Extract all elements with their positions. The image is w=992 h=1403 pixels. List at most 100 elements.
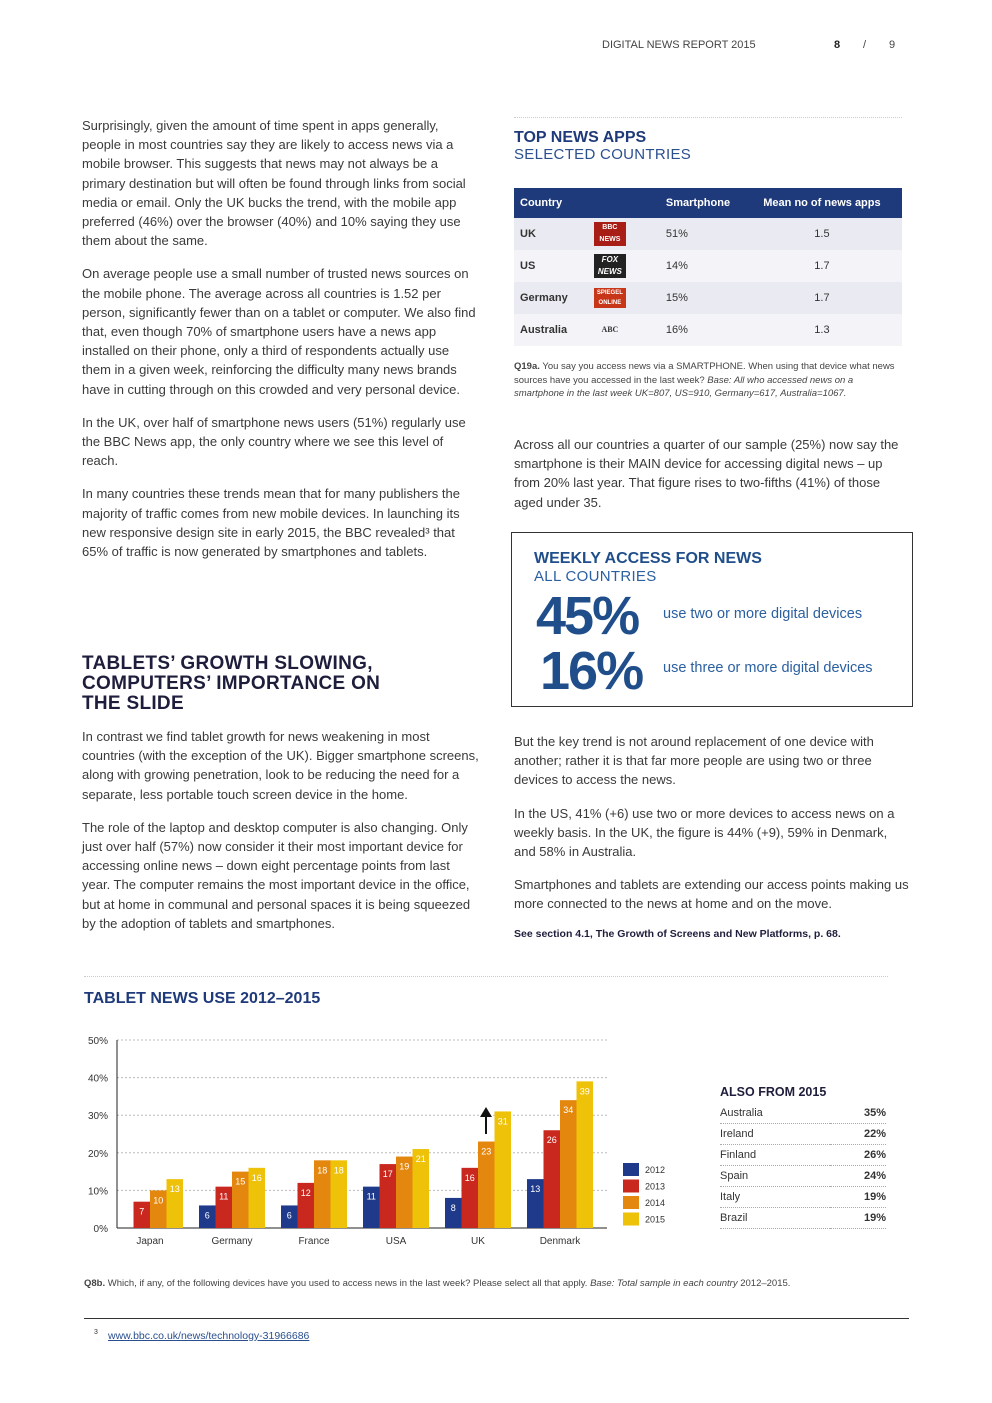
stat-label: use three or more digital devices (663, 660, 873, 676)
note-label: Q8b. (84, 1278, 106, 1289)
bar-2014 (560, 1100, 577, 1228)
col-country: Country (514, 188, 588, 218)
bar-value-label: 6 (287, 1210, 292, 1220)
bar-value-label: 6 (205, 1210, 210, 1220)
bar-value-label: 18 (317, 1165, 327, 1175)
also-country: Ireland (720, 1123, 830, 1145)
x-tick-label: Germany (211, 1236, 252, 1247)
note-base: Base: Total sample in each country (590, 1278, 738, 1289)
smartphone: 14% (659, 250, 742, 282)
abc-logo: ABC (601, 325, 619, 334)
legend-label: 2014 (645, 1198, 665, 1208)
also-row: Italy 19% (720, 1186, 886, 1208)
bar-2013 (461, 1167, 478, 1228)
also-country: Italy (720, 1186, 830, 1208)
also-row: Spain 24% (720, 1165, 886, 1187)
footnote-number: 3 (94, 1329, 98, 1336)
also-title: ALSO FROM 2015 (720, 1085, 827, 1099)
bar-value-label: 15 (235, 1177, 245, 1187)
table-row: Australia ABC 16% 1.3 (514, 314, 902, 346)
mean: 1.5 (741, 218, 902, 250)
bar-value-label: 7 (139, 1207, 144, 1217)
bar-value-label: 34 (563, 1105, 573, 1115)
also-row: Ireland 22% (720, 1123, 886, 1145)
bar-2015 (494, 1111, 511, 1228)
also-value: 26% (829, 1144, 886, 1166)
bar-value-label: 26 (547, 1135, 557, 1145)
country: US (514, 250, 588, 282)
paragraph: Across all our countries a quarter of ou… (514, 437, 899, 510)
apps-title: TOP NEWS APPS (514, 129, 647, 146)
bar-2015 (330, 1160, 347, 1228)
x-tick-label: France (298, 1236, 330, 1247)
bar-value-label: 16 (465, 1173, 475, 1183)
note-end: 2012–2015. (737, 1278, 791, 1289)
bar-value-label: 17 (383, 1169, 393, 1179)
chart-title: TABLET NEWS USE 2012–2015 (84, 990, 321, 1007)
bar-value-label: 23 (481, 1147, 491, 1157)
x-tick-label: Denmark (540, 1236, 582, 1247)
see-section-link[interactable]: See section 4.1, The Growth of Screens a… (514, 927, 841, 940)
also-country: Spain (720, 1165, 830, 1187)
weekly-subtitle: ALL COUNTRIES (534, 568, 657, 585)
legend-swatch (623, 1212, 639, 1226)
bar-2014 (396, 1156, 413, 1228)
report-title: DIGITAL NEWS REPORT 2015 (602, 39, 756, 51)
also-value: 19% (829, 1186, 886, 1208)
note-text: You say you access news via a SMARTPHONE… (514, 361, 895, 386)
also-country: Australia (720, 1103, 830, 1124)
page-total: 9 (889, 39, 896, 51)
footnote-link[interactable]: www.bbc.co.uk/news/technology-31966686 (108, 1330, 310, 1342)
bar-2012 (363, 1186, 380, 1228)
also-value: 35% (829, 1103, 886, 1124)
y-tick-label: 40% (88, 1074, 108, 1085)
bar-2015 (412, 1149, 429, 1228)
also-from-2015: ALSO FROM 2015 Australia 35% Ireland 22% Fin… (720, 1085, 886, 1229)
also-row: Brazil 19% (720, 1207, 886, 1229)
bar-value-label: 16 (252, 1173, 262, 1183)
bar-value-label: 8 (451, 1203, 456, 1213)
bar-value-label: 13 (530, 1184, 540, 1194)
y-tick-label: 10% (88, 1186, 108, 1197)
fox-news-logo: FOX NEWS (593, 254, 626, 278)
x-tick-label: UK (471, 1236, 485, 1247)
paragraph: In the US, 41% (+6) use two or more devi… (514, 805, 895, 860)
legend-label: 2012 (645, 1165, 665, 1175)
paragraph: In contrast we find tablet growth for ne… (82, 729, 479, 802)
also-country: Finland (720, 1144, 830, 1166)
also-country: Brazil (720, 1207, 830, 1229)
bar-value-label: 13 (170, 1184, 180, 1194)
section-heading: TABLETS’ GROWTH SLOWING, COMPUTERS’ IMPO… (82, 653, 381, 714)
bar-value-label: 10 (153, 1195, 163, 1205)
table-row: Germany SPIEGEL ONLINE 15% 1.7 (514, 282, 902, 314)
bar-2013 (133, 1201, 150, 1228)
bar-2012 (445, 1197, 462, 1228)
bbc-news-logo: BBC NEWS (593, 222, 626, 246)
top-news-apps-table: Country Smartphone Mean no of news apps UK… (514, 188, 902, 346)
bar-value-label: 11 (367, 1192, 376, 1202)
bar-2013 (297, 1182, 314, 1228)
legend-label: 2013 (645, 1182, 665, 1192)
page-number: 8 (834, 39, 841, 51)
col-smartphone: Smartphone (659, 188, 742, 218)
y-tick-label: 50% (88, 1036, 108, 1047)
bar-2013 (379, 1164, 396, 1228)
country: Australia (514, 314, 588, 346)
y-tick-label: 20% (88, 1149, 108, 1160)
bar-2015 (248, 1167, 265, 1228)
also-value: 19% (829, 1207, 886, 1229)
paragraph: On average people use a small number of … (82, 266, 476, 397)
legend-swatch (623, 1196, 639, 1209)
x-tick-label: Japan (136, 1236, 163, 1247)
bar-2013 (543, 1130, 560, 1228)
bar-value-label: 31 (498, 1116, 508, 1126)
left-column-top: Surprisingly, given the amount of time s… (82, 116, 480, 575)
table-row: US FOX NEWS 14% 1.7 (514, 250, 902, 282)
up-arrow-icon (480, 1107, 492, 1117)
note-label: Q19a. (514, 361, 540, 372)
also-value: 22% (829, 1123, 886, 1145)
paragraph: But the key trend is not around replacem… (514, 734, 874, 788)
weekly-title: WEEKLY ACCESS FOR NEWS (534, 550, 762, 567)
note-text: Which, if any, of the following devices … (105, 1278, 591, 1289)
